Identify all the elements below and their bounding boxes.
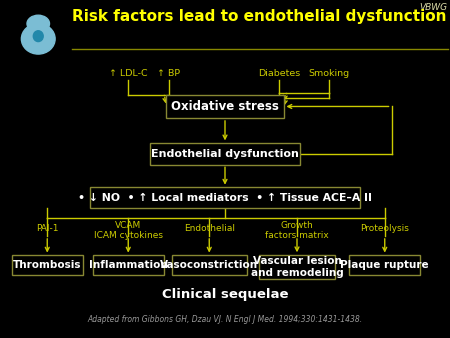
Text: • ↓ NO  • ↑ Local mediators  • ↑ Tissue ACE–A II: • ↓ NO • ↑ Local mediators • ↑ Tissue AC… bbox=[78, 193, 372, 203]
Text: Endothelial: Endothelial bbox=[184, 224, 235, 233]
Text: Proteolysis: Proteolysis bbox=[360, 224, 409, 233]
Circle shape bbox=[27, 15, 50, 32]
Text: Clinical sequelae: Clinical sequelae bbox=[162, 288, 288, 300]
Text: VBWG: VBWG bbox=[419, 3, 448, 13]
Text: Oxidative stress: Oxidative stress bbox=[171, 100, 279, 113]
Text: Diabetes: Diabetes bbox=[258, 69, 300, 78]
Text: ↑ BP: ↑ BP bbox=[157, 69, 180, 78]
Text: PAI-1: PAI-1 bbox=[36, 224, 58, 233]
Text: Thrombosis: Thrombosis bbox=[13, 260, 81, 270]
Text: Vasoconstriction: Vasoconstriction bbox=[160, 260, 258, 270]
Ellipse shape bbox=[33, 31, 43, 42]
FancyBboxPatch shape bbox=[93, 255, 163, 275]
Text: Adapted from Gibbons GH, Dzau VJ. N Engl J Med. 1994;330:1431-1438.: Adapted from Gibbons GH, Dzau VJ. N Engl… bbox=[87, 315, 363, 324]
FancyBboxPatch shape bbox=[166, 95, 284, 118]
Text: Growth
factors matrix: Growth factors matrix bbox=[265, 221, 329, 240]
Text: Inflammation: Inflammation bbox=[89, 260, 167, 270]
FancyBboxPatch shape bbox=[150, 143, 300, 165]
FancyBboxPatch shape bbox=[12, 255, 83, 275]
Text: VCAM
ICAM cytokines: VCAM ICAM cytokines bbox=[94, 221, 163, 240]
Text: Risk factors lead to endothelial dysfunction: Risk factors lead to endothelial dysfunc… bbox=[72, 9, 446, 24]
FancyBboxPatch shape bbox=[259, 255, 335, 279]
Text: Vascular lesion
and remodeling: Vascular lesion and remodeling bbox=[251, 256, 343, 278]
FancyBboxPatch shape bbox=[172, 255, 247, 275]
Text: Endothelial dysfunction: Endothelial dysfunction bbox=[151, 149, 299, 159]
FancyBboxPatch shape bbox=[90, 187, 360, 208]
Ellipse shape bbox=[22, 24, 55, 54]
Text: Smoking: Smoking bbox=[308, 69, 349, 78]
Text: Plaque rupture: Plaque rupture bbox=[341, 260, 429, 270]
Text: ↑ LDL-C: ↑ LDL-C bbox=[109, 69, 148, 78]
FancyBboxPatch shape bbox=[350, 255, 420, 275]
